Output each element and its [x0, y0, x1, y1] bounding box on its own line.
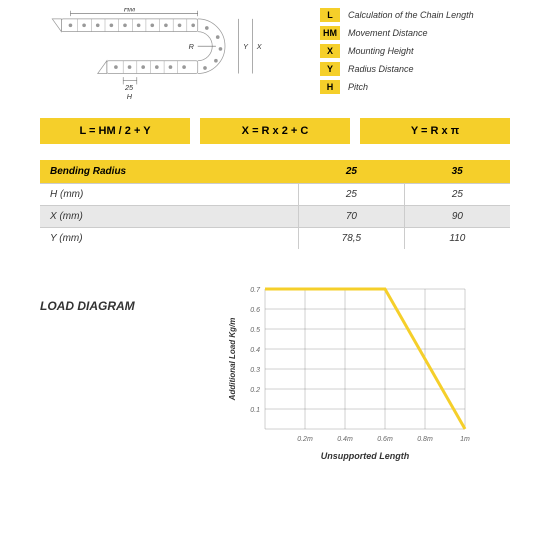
row-val: 25 [299, 184, 405, 206]
bending-radius-table: Bending Radius 25 35 H (mm) 25 25 X (mm)… [40, 160, 510, 249]
table-header-col: 35 [404, 160, 510, 184]
table-header-label: Bending Radius [40, 160, 299, 184]
legend-key: Y [320, 62, 340, 76]
y-dim: Y [243, 42, 249, 51]
svg-text:0.5: 0.5 [250, 327, 260, 334]
svg-text:0.6m: 0.6m [377, 436, 393, 443]
row-val: 25 [404, 184, 510, 206]
legend-label: Radius Distance [348, 64, 414, 74]
svg-text:0.1: 0.1 [250, 407, 260, 414]
svg-text:0.3: 0.3 [250, 367, 260, 374]
row-label: X (mm) [40, 206, 299, 228]
table-row: X (mm) 70 90 [40, 206, 510, 228]
row-val: 70 [299, 206, 405, 228]
svg-text:0.2: 0.2 [250, 387, 260, 394]
legend-key: H [320, 80, 340, 94]
legend-row: H Pitch [320, 80, 510, 94]
formula-y: Y = R x π [360, 118, 510, 144]
svg-text:0.4m: 0.4m [337, 436, 353, 443]
legend-row: HM Movement Distance [320, 26, 510, 40]
table-row: H (mm) 25 25 [40, 184, 510, 206]
row-label: Y (mm) [40, 228, 299, 250]
legend-row: L Calculation of the Chain Length [320, 8, 510, 22]
x-dim: X [256, 42, 263, 51]
r-dim: R [189, 42, 195, 51]
formula-x: X = R x 2 + C [200, 118, 350, 144]
legend-label: Calculation of the Chain Length [348, 10, 474, 20]
h-val: 25 [124, 83, 134, 92]
svg-text:0.7: 0.7 [250, 287, 261, 294]
hm-dim: HM [124, 8, 136, 14]
svg-text:0.6: 0.6 [250, 307, 260, 314]
row-val: 90 [404, 206, 510, 228]
load-chart: 0.7 0.6 0.5 0.4 0.3 0.2 0.1 0.2m 0.4m 0.… [190, 279, 510, 479]
legend-key: L [320, 8, 340, 22]
legend-key: HM [320, 26, 340, 40]
row-val: 110 [404, 228, 510, 250]
legend-row: Y Radius Distance [320, 62, 510, 76]
legend-row: X Mounting Height [320, 44, 510, 58]
legend-label: Mounting Height [348, 46, 414, 56]
h-dim: H [127, 92, 133, 101]
table-header-col: 25 [299, 160, 405, 184]
svg-text:0.8m: 0.8m [417, 436, 433, 443]
load-diagram-title: LOAD DIAGRAM [40, 279, 190, 479]
legend: L Calculation of the Chain Length HM Movem… [310, 8, 510, 108]
legend-key: X [320, 44, 340, 58]
formula-row: L = HM / 2 + Y X = R x 2 + C Y = R x π [0, 108, 550, 160]
chart-xlabel: Unsupported Length [321, 451, 410, 461]
row-val: 78,5 [299, 228, 405, 250]
svg-text:0.2m: 0.2m [297, 436, 313, 443]
legend-label: Pitch [348, 82, 368, 92]
legend-label: Movement Distance [348, 28, 428, 38]
svg-text:1m: 1m [460, 436, 470, 443]
formula-l: L = HM / 2 + Y [40, 118, 190, 144]
table-row: Y (mm) 78,5 110 [40, 228, 510, 250]
row-label: H (mm) [40, 184, 299, 206]
chart-ylabel: Additional Load Kg/m [228, 318, 237, 402]
svg-text:0.4: 0.4 [250, 347, 260, 354]
chain-diagram: HM R Y X 25 H [40, 8, 310, 108]
